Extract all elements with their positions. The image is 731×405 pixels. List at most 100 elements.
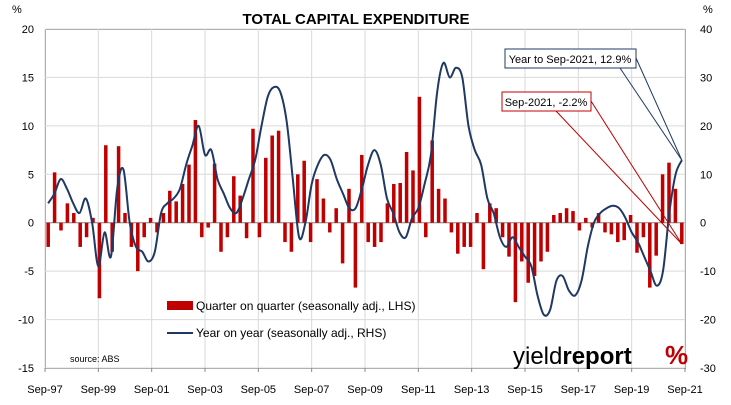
qoq-bar [520, 222, 524, 262]
legend-bar-swatch [167, 301, 193, 310]
annotation-qoq-text: Sep-2021, -2.2% [505, 97, 588, 109]
qoq-bar [161, 213, 166, 223]
qoq-bar [462, 222, 466, 247]
right-axis: 40 30 20 10 0 -10 -20 -30 [700, 24, 716, 375]
qoq-bar [616, 222, 620, 243]
logo-percent-icon: % [665, 340, 688, 370]
qoq-bar [296, 174, 300, 223]
x-tick-label: Sep-07 [294, 384, 329, 396]
qoq-bar [155, 222, 159, 233]
qoq-bar [667, 162, 671, 223]
left-tick-label: -10 [18, 315, 34, 327]
brand-logo: yieldreport % [513, 340, 688, 370]
x-tick-label: Sep-03 [187, 384, 222, 396]
right-tick-label: 10 [700, 169, 712, 181]
qoq-bar [142, 222, 146, 238]
qoq-bar [347, 188, 351, 223]
qoq-bar [302, 160, 306, 223]
qoq-bar [321, 198, 326, 223]
qoq-bar [430, 140, 434, 223]
logo-wordmark-part2: report [562, 343, 631, 370]
annotation-qoq: Sep-2021, -2.2% [501, 91, 683, 245]
left-axis: 20 15 10 5 0 -5 -10 -15 [18, 24, 34, 375]
qoq-bar [385, 203, 390, 223]
qoq-bar [136, 222, 140, 272]
qoq-bar [283, 222, 287, 243]
yoy-line-layer [47, 61, 683, 317]
qoq-bar [673, 188, 678, 223]
qoq-bar [193, 120, 198, 223]
left-tick-label: 20 [22, 24, 34, 36]
qoq-bar [526, 222, 530, 283]
qoq-bar [596, 213, 601, 223]
qoq-bar [65, 203, 70, 223]
qoq-bar [200, 222, 204, 238]
qoq-bar [654, 222, 658, 256]
qoq-bar [257, 222, 262, 238]
qoq-bar [398, 183, 402, 223]
qoq-bar [353, 222, 358, 288]
qoq-bar [660, 174, 665, 223]
annotation-yoy-leader-b [635, 57, 683, 161]
legend-line-label: Year on year (seasonally adj., RHS) [196, 326, 386, 340]
left-tick-label: -5 [24, 266, 34, 278]
qoq-bar [379, 222, 383, 243]
qoq-bar [78, 222, 82, 247]
qoq-bar [366, 222, 370, 243]
x-tick-label: Sep-15 [507, 384, 542, 396]
qoq-bar [212, 163, 217, 223]
yoy-line [47, 61, 683, 317]
qoq-bar [513, 222, 518, 303]
chart-title: TOTAL CAPITAL EXPENDITURE [243, 11, 470, 28]
qoq-bar [315, 179, 319, 223]
qoq-bar [270, 135, 274, 223]
qoq-bar [123, 213, 127, 223]
legend-bar-label: Quarter on quarter (seasonally adj., LHS… [196, 299, 415, 313]
qoq-bar [456, 222, 460, 254]
left-tick-label: 15 [22, 72, 34, 84]
left-tick-label: -15 [18, 363, 34, 375]
qoq-bar [603, 222, 607, 233]
qoq-bar [507, 222, 511, 257]
qoq-bar [308, 222, 313, 243]
qoq-bar [340, 222, 345, 264]
qoq-bar [417, 96, 422, 223]
x-tick-label: Sep-13 [454, 384, 489, 396]
qoq-bar [494, 208, 498, 223]
qoq-bar [238, 195, 242, 223]
left-axis-unit: % [12, 4, 22, 16]
qoq-bar [276, 130, 281, 223]
qoq-bar [539, 222, 543, 262]
qoq-bar [468, 222, 473, 247]
qoq-bar [532, 222, 537, 276]
qoq-bar [488, 203, 492, 223]
qoq-bar [174, 201, 178, 223]
qoq-bar [289, 222, 294, 252]
x-tick-label: Sep-21 [667, 384, 702, 396]
logo-wordmark: yieldreport [513, 343, 632, 370]
annotation-qoq-leader-a [555, 110, 683, 245]
qoq-bar [584, 217, 588, 223]
qoq-bar [481, 222, 486, 270]
qoq-bar [449, 222, 454, 233]
right-tick-label: 0 [700, 218, 706, 230]
annotation-yoy: Year to Sep-2021, 12.9% [504, 48, 683, 161]
qoq-bar [635, 222, 639, 253]
annotation-yoy-leader-a [619, 67, 683, 161]
qoq-bar [187, 164, 191, 223]
qoq-bar [232, 176, 236, 223]
x-axis: Sep-97 Sep-99 Sep-01 Sep-03 Sep-05 Sep-07 Sep-… [27, 368, 703, 396]
qoq-bar [334, 208, 338, 223]
qoq-bar [436, 188, 441, 223]
left-tick-label: 5 [28, 169, 34, 181]
qoq-bar [52, 172, 57, 223]
x-tick-label: Sep-09 [347, 384, 382, 396]
qoq-bar [622, 222, 626, 241]
x-tick-label: Sep-11 [401, 384, 436, 396]
qoq-bar [411, 170, 415, 223]
qoq-bar [500, 222, 505, 238]
qoq-bar [148, 217, 153, 223]
qoq-bar [59, 222, 63, 231]
